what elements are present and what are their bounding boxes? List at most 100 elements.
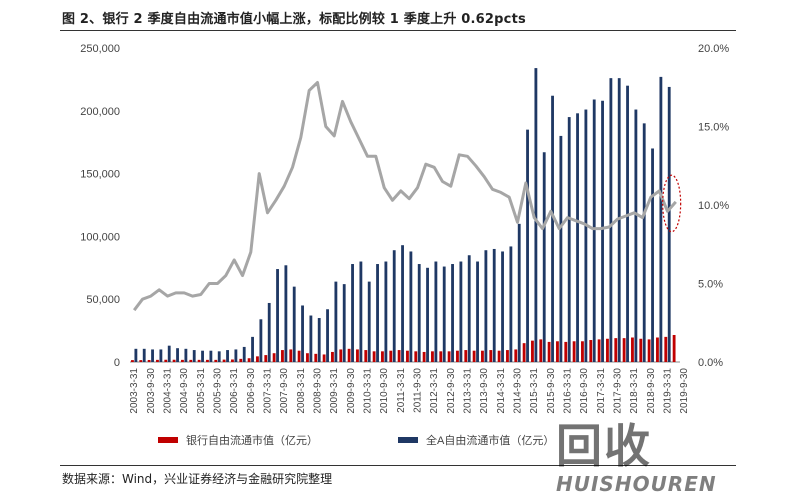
all-a-bar (526, 129, 529, 362)
all-a-bar (634, 109, 638, 362)
x-tick-label: 2012-9-30 (446, 368, 457, 414)
x-tick-label: 2008-9-30 (313, 368, 324, 414)
bank-bar (581, 341, 584, 362)
all-a-bar (234, 349, 238, 362)
y-left-tick-label: 200,000 (80, 106, 120, 118)
bank-bar (564, 341, 568, 362)
bank-bar (172, 359, 176, 362)
all-a-bar (159, 349, 163, 362)
bank-bar (556, 341, 559, 362)
all-a-bar (309, 315, 313, 362)
bank-bar (672, 334, 676, 362)
all-a-bar (201, 350, 204, 362)
x-tick-label: 2004-9-30 (179, 368, 190, 414)
bank-bar (497, 350, 501, 362)
bank-bar (314, 353, 318, 362)
bank-bar (639, 338, 643, 362)
bank-bar (622, 338, 626, 362)
all-a-bar (451, 264, 454, 362)
bank-bar (364, 350, 368, 362)
x-tick-label: 2017-3-31 (596, 368, 607, 414)
bank-bar (289, 349, 293, 362)
bank-bar (614, 338, 618, 362)
all-a-bar (459, 261, 463, 362)
bank-bar (281, 350, 284, 362)
bank-bar (606, 338, 609, 362)
all-a-bar (226, 350, 229, 362)
all-a-bar (642, 123, 646, 362)
x-tick-label: 2017-9-30 (613, 368, 624, 414)
x-tick-label: 2014-3-31 (496, 368, 507, 414)
x-tick-label: 2010-9-30 (379, 368, 390, 414)
chart-legend: 银行自由流通市值（亿元） 全A自由流通市值（亿元） (158, 433, 554, 447)
bank-bar (247, 358, 251, 362)
x-tick-label: 2014-9-30 (513, 368, 524, 414)
all-a-bar (284, 265, 288, 362)
bank-bar (147, 359, 151, 362)
x-tick-label: 2007-3-31 (263, 368, 274, 414)
bank-bar (339, 349, 343, 362)
all-a-bar (251, 336, 254, 362)
bank-bar (422, 351, 426, 362)
all-a-bar (367, 281, 371, 362)
bank-bar (531, 340, 534, 362)
all-a-bar (626, 85, 629, 363)
x-tick-label: 2018-3-31 (629, 368, 640, 414)
x-tick-label: 2007-9-30 (279, 368, 290, 414)
bank-bar (464, 350, 468, 362)
x-tick-label: 2015-3-31 (529, 368, 540, 414)
x-tick-label: 2005-3-31 (196, 368, 207, 414)
x-tick-label: 2006-3-31 (229, 368, 240, 414)
bank-bar (164, 359, 168, 362)
all-a-bar (334, 281, 338, 362)
all-a-bar (259, 319, 263, 362)
bank-bar (631, 337, 634, 362)
all-a-bar (509, 246, 513, 362)
x-tick-label: 2008-3-31 (296, 368, 307, 414)
bank-bar (347, 348, 351, 362)
y-right-tick-label: 20.0% (698, 43, 729, 55)
x-tick-label: 2006-9-30 (246, 368, 257, 414)
bank-bar (297, 350, 301, 362)
all-a-bar (659, 76, 663, 362)
bank-bar (197, 359, 201, 362)
y-left-tick-label: 250,000 (80, 43, 120, 55)
x-tick-label: 2016-3-31 (563, 368, 574, 414)
x-tick-label: 2003-9-30 (146, 368, 157, 414)
x-tick-label: 2009-3-31 (329, 368, 340, 414)
all-a-bar (209, 350, 213, 362)
bank-bar (456, 350, 459, 362)
all-a-bar (134, 348, 138, 362)
x-tick-label: 2004-3-31 (163, 368, 174, 414)
all-a-bar (184, 348, 188, 362)
x-tick-label: 2011-3-31 (396, 368, 407, 413)
bank-bar (331, 351, 334, 362)
bank-bar (306, 353, 309, 362)
all-a-bar (142, 348, 146, 362)
all-a-bar (476, 261, 479, 362)
bank-bar (514, 349, 518, 362)
x-tick-label: 2015-9-30 (546, 368, 557, 414)
bank-bar (214, 359, 218, 362)
bank-bar (181, 359, 184, 362)
x-tick-label: 2013-9-30 (479, 368, 490, 414)
all-a-bar (567, 117, 571, 362)
bank-bar (431, 351, 434, 362)
bank-bar (356, 349, 359, 362)
all-a-bar (651, 148, 654, 362)
bank-bar (256, 356, 259, 362)
x-tick-label: 2005-9-30 (213, 368, 224, 414)
bank-ratio-line (133, 81, 677, 312)
bank-bar (506, 350, 509, 362)
bank-bar (439, 351, 443, 362)
bank-bar (264, 355, 268, 362)
bank-bar (481, 350, 484, 362)
all-a-bar (242, 346, 246, 362)
bank-bar (647, 339, 651, 362)
title-rule (60, 30, 736, 31)
all-a-bar (492, 248, 496, 362)
all-a-bar (176, 348, 179, 362)
all-a-bar (151, 349, 154, 362)
x-tick-label: 2012-3-31 (429, 368, 440, 414)
all-a-bar (351, 264, 354, 362)
